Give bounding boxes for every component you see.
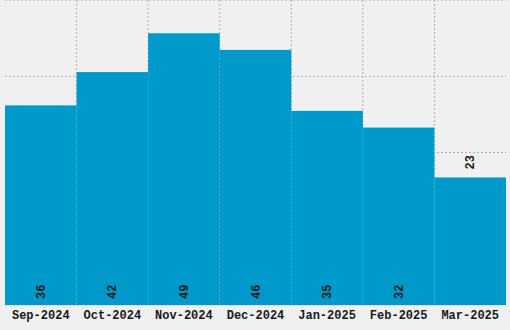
x-tick-label: Dec-2024 — [227, 309, 285, 323]
x-axis-labels: Sep-2024 Oct-2024 Nov-2024 Dec-2024 Jan-2025… — [12, 309, 499, 323]
background — [0, 0, 510, 330]
bar — [5, 105, 77, 305]
data-label: 42 — [106, 285, 120, 299]
x-tick-label: Feb-2025 — [370, 309, 428, 323]
x-tick-label: Jan-2025 — [298, 309, 356, 323]
x-tick-label: Nov-2024 — [155, 309, 213, 323]
bar — [434, 177, 506, 305]
bar — [363, 128, 435, 305]
data-labels: 36 42 49 46 35 32 23 — [35, 155, 478, 299]
chart-svg: 36 42 49 46 35 32 23 Sep-2024 Oct-2024 Nov-2024 De… — [0, 0, 510, 330]
data-label: 49 — [178, 285, 192, 299]
data-label: 36 — [35, 285, 49, 299]
data-label: 23 — [464, 155, 478, 169]
x-tick-label: Oct-2024 — [84, 309, 142, 323]
bar — [220, 50, 292, 305]
data-label: 32 — [393, 285, 407, 299]
bar — [148, 33, 220, 305]
grid — [5, 0, 506, 305]
data-label: 46 — [250, 285, 264, 299]
data-label: 35 — [321, 285, 335, 299]
bar — [291, 111, 363, 305]
x-tick-label: Mar-2025 — [441, 309, 499, 323]
bars — [5, 33, 506, 305]
chart-container: 36 42 49 46 35 32 23 Sep-2024 Oct-2024 Nov-2024 De… — [0, 0, 510, 330]
bar — [77, 72, 149, 305]
x-tick-label: Sep-2024 — [12, 309, 70, 323]
y-grid-line — [5, 0, 506, 1]
